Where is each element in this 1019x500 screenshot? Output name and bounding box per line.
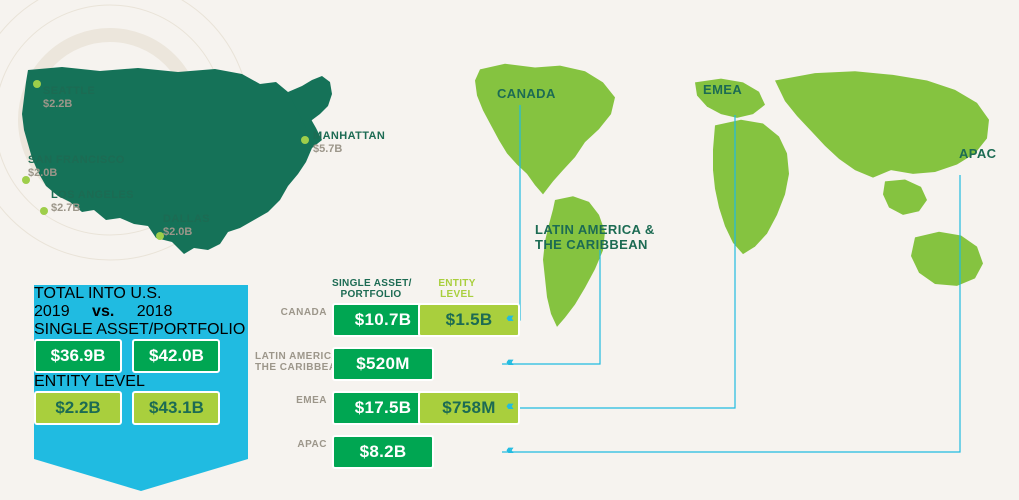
row-label-emea: EMEA <box>255 395 327 406</box>
sap-value-apac: $8.2B <box>332 435 434 469</box>
sap-section-label: SINGLE ASSET/PORTFOLIO <box>34 321 248 339</box>
entity-2019-value: $2.2B <box>34 391 122 425</box>
flow-arrow-canada: ‹‹‹ <box>506 309 511 325</box>
entity-value-canada: $1.5B <box>418 303 520 337</box>
year-2018: 2018 <box>137 303 173 320</box>
vs-label: vs. <box>92 303 114 320</box>
entity-section-label: ENTITY LEVEL <box>34 373 248 391</box>
banner-title: TOTAL INTO U.S. <box>34 285 248 303</box>
flow-arrow-emea: ‹‹‹ <box>506 397 511 413</box>
flow-arrow-latam: ‹‹‹ <box>506 353 511 369</box>
total-us-banner: TOTAL INTO U.S. 2019 vs. 2018 SINGLE ASS… <box>34 285 248 485</box>
sap-pill-row: $36.9B $42.0B <box>34 339 248 373</box>
col-head-sap: SINGLE ASSET/ PORTFOLIO <box>332 278 410 300</box>
year-2019: 2019 <box>34 303 70 320</box>
flow-arrow-apac: ‹‹‹ <box>506 441 511 457</box>
banner-year-row: 2019 vs. 2018 <box>34 303 248 321</box>
infographic-stage: SEATTLE$2.2BSAN FRANCISCO$2.0BLOS ANGELE… <box>0 0 1019 500</box>
sap-value-latam: $520M <box>332 347 434 381</box>
entity-pill-row: $2.2B $43.1B <box>34 391 248 425</box>
row-label-canada: CANADA <box>255 307 327 318</box>
row-label-latam: LATIN AMERICA & THE CARIBBEAN <box>255 351 327 373</box>
row-label-apac: APAC <box>255 439 327 450</box>
sap-2018-value: $42.0B <box>132 339 220 373</box>
entity-2018-value: $43.1B <box>132 391 220 425</box>
entity-value-emea: $758M <box>418 391 520 425</box>
col-head-entity: ENTITY LEVEL <box>418 278 496 300</box>
sap-2019-value: $36.9B <box>34 339 122 373</box>
